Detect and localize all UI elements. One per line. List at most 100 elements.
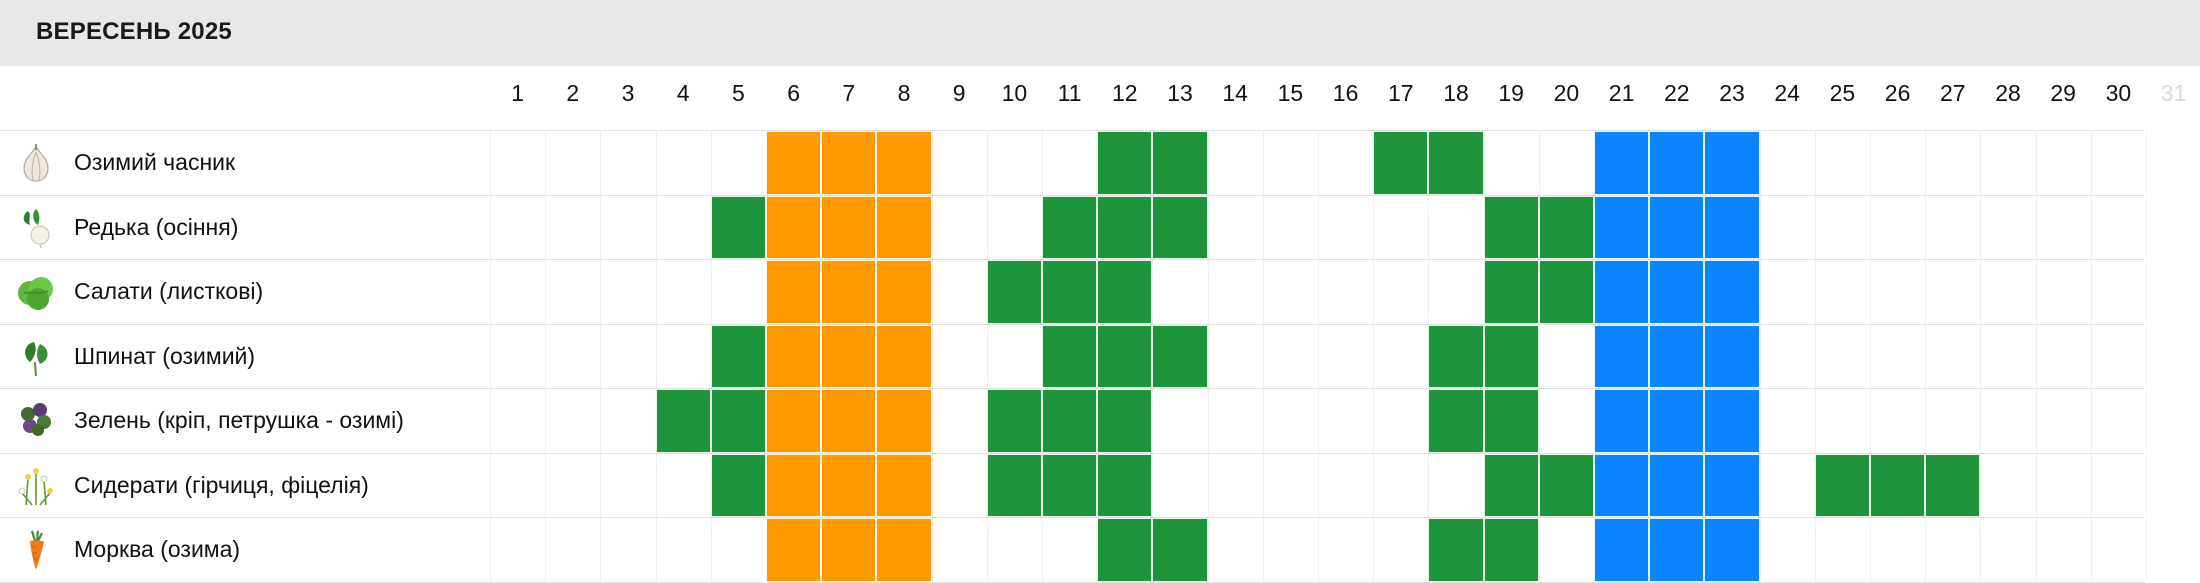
blue-day-cell[interactable]	[1649, 131, 1705, 195]
green-day-cell[interactable]	[1483, 260, 1539, 324]
orange-day-cell[interactable]	[821, 518, 877, 582]
green-day-cell[interactable]	[1097, 453, 1153, 517]
day-number: 21	[1608, 80, 1635, 106]
blue-day-cell[interactable]	[1594, 324, 1650, 388]
green-day-cell[interactable]	[1097, 518, 1153, 582]
green-day-cell[interactable]	[986, 389, 1042, 453]
green-day-cell[interactable]	[1152, 195, 1208, 259]
green-day-cell[interactable]	[1042, 453, 1098, 517]
row-divider	[0, 517, 2145, 518]
green-day-cell[interactable]	[1538, 453, 1594, 517]
blue-day-cell[interactable]	[1649, 389, 1705, 453]
blue-day-cell[interactable]	[1649, 518, 1705, 582]
blue-day-cell[interactable]	[1704, 324, 1760, 388]
green-day-cell[interactable]	[1428, 324, 1484, 388]
blue-day-cell[interactable]	[1594, 453, 1650, 517]
crop-name: Сидерати (гірчиця, фіцелія)	[74, 472, 369, 498]
green-day-cell[interactable]	[655, 389, 711, 453]
green-day-cell[interactable]	[1428, 131, 1484, 195]
blue-day-cell[interactable]	[1704, 260, 1760, 324]
green-day-cell[interactable]	[1042, 260, 1098, 324]
green-day-cell[interactable]	[710, 195, 766, 259]
green-day-cell[interactable]	[1042, 195, 1098, 259]
blue-day-cell[interactable]	[1649, 453, 1705, 517]
orange-day-cell[interactable]	[766, 195, 822, 259]
orange-day-cell[interactable]	[876, 389, 932, 453]
green-day-cell[interactable]	[1097, 324, 1153, 388]
green-day-cell[interactable]	[1925, 453, 1981, 517]
green-day-cell[interactable]	[986, 453, 1042, 517]
crop-name: Редька (осіння)	[74, 214, 239, 240]
blue-day-cell[interactable]	[1704, 131, 1760, 195]
orange-day-cell[interactable]	[821, 131, 877, 195]
blue-day-cell[interactable]	[1594, 518, 1650, 582]
calendar-header: ВЕРЕСЕНЬ 2025	[0, 0, 2200, 66]
green-day-cell[interactable]	[1538, 195, 1594, 259]
blue-day-cell[interactable]	[1704, 195, 1760, 259]
green-day-cell[interactable]	[1097, 195, 1153, 259]
blue-day-cell[interactable]	[1704, 453, 1760, 517]
blue-day-cell[interactable]	[1594, 389, 1650, 453]
carrot-icon	[14, 529, 58, 571]
orange-day-cell[interactable]	[766, 389, 822, 453]
orange-day-cell[interactable]	[821, 260, 877, 324]
green-day-cell[interactable]	[1152, 324, 1208, 388]
green-day-cell[interactable]	[1042, 324, 1098, 388]
blue-day-cell[interactable]	[1594, 260, 1650, 324]
blue-day-cell[interactable]	[1704, 518, 1760, 582]
grid-column-line	[2091, 130, 2092, 582]
green-day-cell[interactable]	[710, 453, 766, 517]
orange-day-cell[interactable]	[876, 260, 932, 324]
blue-day-cell[interactable]	[1594, 131, 1650, 195]
blue-day-cell[interactable]	[1649, 260, 1705, 324]
orange-day-cell[interactable]	[876, 518, 932, 582]
green-day-cell[interactable]	[1538, 260, 1594, 324]
green-day-cell[interactable]	[1152, 518, 1208, 582]
green-day-cell[interactable]	[710, 324, 766, 388]
day-number: 24	[1774, 80, 1800, 106]
green-day-cell[interactable]	[1373, 131, 1429, 195]
orange-day-cell[interactable]	[766, 518, 822, 582]
blue-day-cell[interactable]	[1649, 324, 1705, 388]
green-day-cell[interactable]	[1428, 518, 1484, 582]
blue-day-cell[interactable]	[1594, 195, 1650, 259]
blue-day-cell[interactable]	[1704, 389, 1760, 453]
green-day-cell[interactable]	[1152, 131, 1208, 195]
orange-day-cell[interactable]	[876, 453, 932, 517]
grid-column-line	[490, 130, 491, 582]
green-day-cell[interactable]	[986, 260, 1042, 324]
green-day-cell[interactable]	[1483, 389, 1539, 453]
orange-day-cell[interactable]	[821, 324, 877, 388]
orange-day-cell[interactable]	[876, 324, 932, 388]
green-day-cell[interactable]	[1483, 453, 1539, 517]
green-day-cell[interactable]	[1097, 260, 1153, 324]
orange-day-cell[interactable]	[876, 195, 932, 259]
orange-day-cell[interactable]	[766, 453, 822, 517]
green-day-cell[interactable]	[1483, 195, 1539, 259]
day-number: 31	[2160, 80, 2187, 106]
blue-day-cell[interactable]	[1649, 195, 1705, 259]
orange-day-cell[interactable]	[876, 131, 932, 195]
green-day-cell[interactable]	[1814, 453, 1870, 517]
green-day-cell[interactable]	[1097, 389, 1153, 453]
orange-day-cell[interactable]	[821, 389, 877, 453]
green-day-cell[interactable]	[1483, 324, 1539, 388]
green-day-cell[interactable]	[1870, 453, 1926, 517]
row-divider	[0, 259, 2145, 260]
orange-day-cell[interactable]	[766, 131, 822, 195]
orange-day-cell[interactable]	[821, 195, 877, 259]
green-day-cell[interactable]	[1483, 518, 1539, 582]
green-day-cell[interactable]	[1042, 389, 1098, 453]
orange-day-cell[interactable]	[821, 453, 877, 517]
day-number: 6	[787, 80, 800, 106]
crop-row: Сидерати (гірчиця, фіцелія)	[0, 453, 480, 517]
day-number: 27	[1939, 80, 1966, 106]
green-day-cell[interactable]	[1428, 389, 1484, 453]
crop-name: Морква (озима)	[74, 536, 241, 562]
green-day-cell[interactable]	[710, 389, 766, 453]
green-day-cell[interactable]	[1097, 131, 1153, 195]
orange-day-cell[interactable]	[766, 324, 822, 388]
crop-name: Озимий часник	[74, 149, 236, 175]
orange-day-cell[interactable]	[766, 260, 822, 324]
month-title: ВЕРЕСЕНЬ 2025	[36, 18, 232, 45]
